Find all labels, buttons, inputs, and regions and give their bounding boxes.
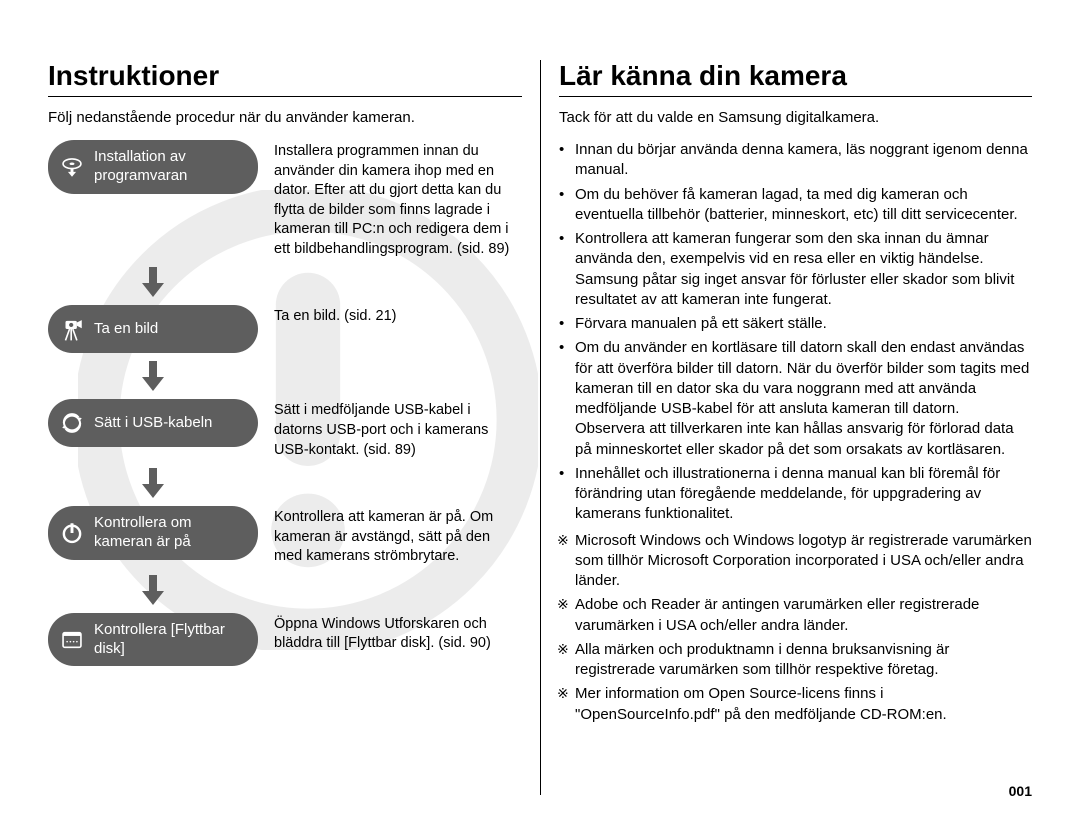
list-item: Om du behöver få kameran lagad, ta med d… (559, 185, 1032, 226)
step-row: Kontrollera [Flyttbar disk] Öppna Window… (48, 613, 522, 667)
cd-install-icon (58, 153, 86, 181)
step-label: Sätt i USB-kabeln (94, 414, 212, 433)
left-heading: Instruktioner (48, 60, 522, 97)
right-heading: Lär känna din kamera (559, 60, 1032, 97)
step-desc: Kontrollera att kameran är på. Om kamera… (258, 506, 522, 567)
list-item: Microsoft Windows och Windows logotyp är… (559, 531, 1032, 592)
step-label: Installation av programvaran (94, 148, 244, 186)
manual-page: Instruktioner Följ nedanstående procedur… (0, 0, 1080, 815)
list-item: Innan du börjar använda denna kamera, lä… (559, 140, 1032, 181)
step-pill-usb: Sätt i USB-kabeln (48, 399, 258, 447)
step-desc: Ta en bild. (sid. 21) (258, 305, 397, 327)
step-row: Installation av programvaran Installera … (48, 140, 522, 259)
camera-tripod-icon (58, 315, 86, 343)
step-row: Kontrollera om kameran är på Kontrollera… (48, 506, 522, 567)
right-column: Lär känna din kamera Tack för att du val… (540, 60, 1032, 795)
step-desc: Installera programmen innan du använder … (258, 140, 522, 259)
left-intro: Följ nedanstående procedur när du använd… (48, 109, 522, 126)
right-intro: Tack för att du valde en Samsung digital… (559, 109, 1032, 126)
step-label: Ta en bild (94, 320, 158, 339)
step-row: Sätt i USB-kabeln Sätt i medföljande USB… (48, 399, 522, 460)
power-icon (58, 519, 86, 547)
disk-window-icon (58, 626, 86, 654)
step-pill-power: Kontrollera om kameran är på (48, 506, 258, 560)
list-item: Innehållet och illustrationerna i denna … (559, 464, 1032, 525)
list-item: Förvara manualen på ett säkert ställe. (559, 314, 1032, 334)
step-pill-install: Installation av programvaran (48, 140, 258, 194)
list-item: Om du använder en kortläsare till datorn… (559, 338, 1032, 460)
list-item: Alla märken och produktnamn i denna bruk… (559, 640, 1032, 681)
usb-sync-icon (58, 409, 86, 437)
list-item: Mer information om Open Source-licens fi… (559, 684, 1032, 725)
down-arrow-icon (48, 259, 258, 305)
list-item: Adobe och Reader är antingen varumärken … (559, 595, 1032, 636)
trademark-list: Microsoft Windows och Windows logotyp är… (559, 531, 1032, 725)
step-label: Kontrollera [Flyttbar disk] (94, 621, 244, 659)
list-item: Kontrollera att kameran fungerar som den… (559, 229, 1032, 310)
step-desc: Sätt i medföljande USB-kabel i datorns U… (258, 399, 522, 460)
down-arrow-icon (48, 567, 258, 613)
step-row: Ta en bild Ta en bild. (sid. 21) (48, 305, 522, 353)
step-pill-removable-disk: Kontrollera [Flyttbar disk] (48, 613, 258, 667)
down-arrow-icon (48, 353, 258, 399)
step-desc: Öppna Windows Utforskaren och bläddra ti… (258, 613, 522, 654)
bullet-list: Innan du börjar använda denna kamera, lä… (559, 140, 1032, 525)
down-arrow-icon (48, 460, 258, 506)
page-number: 001 (1009, 783, 1032, 799)
steps-container: Installation av programvaran Installera … (48, 140, 522, 666)
step-pill-take-picture: Ta en bild (48, 305, 258, 353)
step-label: Kontrollera om kameran är på (94, 514, 244, 552)
left-column: Instruktioner Följ nedanstående procedur… (48, 60, 540, 795)
